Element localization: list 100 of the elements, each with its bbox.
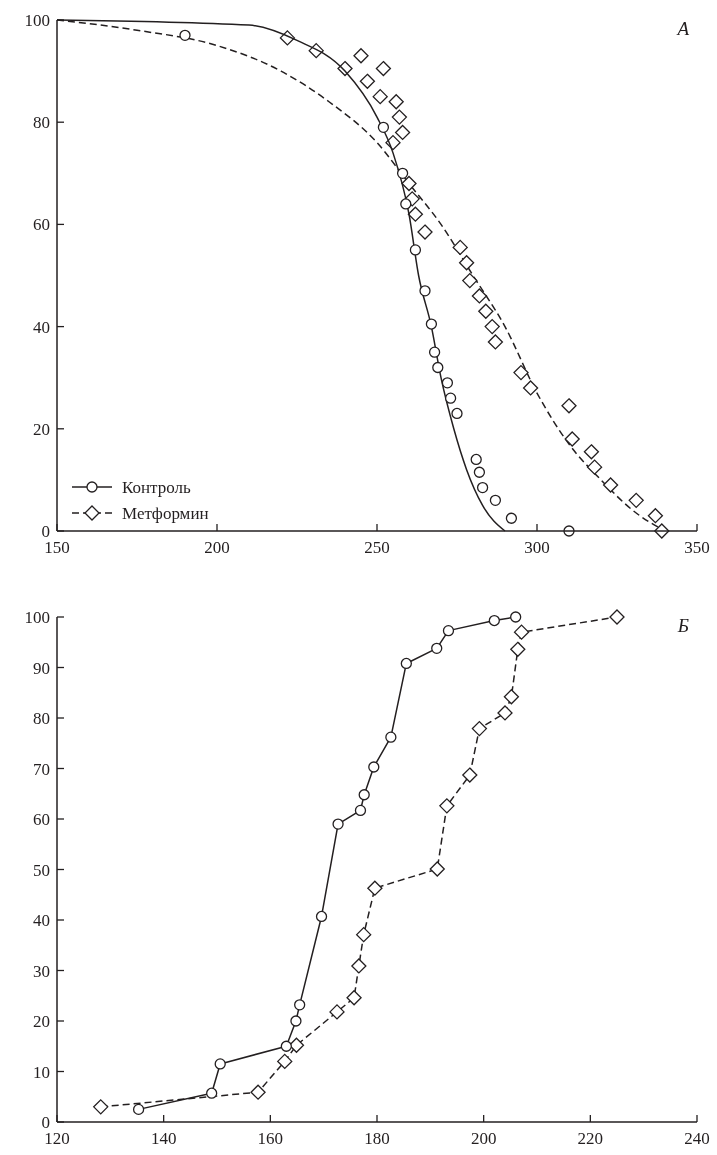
x-tick-label: 200	[204, 538, 230, 557]
y-tick-label: 40	[33, 911, 50, 930]
point	[372, 89, 388, 105]
x-tick-label: 250	[364, 538, 390, 557]
x-tick-label: 120	[44, 1129, 70, 1148]
point	[329, 1004, 345, 1020]
point	[471, 288, 488, 304]
chart-title: А	[675, 18, 690, 39]
point	[458, 255, 475, 271]
y-tick-label: 0	[41, 522, 50, 541]
point	[441, 377, 454, 389]
point	[487, 334, 504, 350]
point	[442, 624, 455, 637]
x-tick-label: 150	[44, 538, 70, 557]
point	[431, 642, 443, 654]
point	[452, 239, 468, 256]
y-tick-label: 0	[41, 1113, 50, 1132]
point	[425, 318, 438, 330]
legend-label: Контроль	[122, 478, 191, 497]
y-tick-label: 60	[33, 215, 50, 235]
legend-label: Метформин	[122, 504, 209, 523]
point	[428, 346, 441, 358]
point	[359, 73, 376, 89]
point	[489, 494, 502, 506]
point	[400, 657, 412, 670]
point	[354, 804, 367, 817]
y-tick-label: 100	[24, 608, 50, 627]
point	[93, 1099, 109, 1115]
point	[277, 1053, 293, 1070]
point	[280, 1040, 292, 1052]
point	[250, 1084, 266, 1100]
point	[564, 431, 580, 447]
point	[471, 720, 488, 737]
point	[473, 466, 486, 478]
point	[394, 124, 411, 141]
point	[417, 224, 433, 240]
y-tick-label: 60	[33, 810, 50, 829]
point	[561, 398, 577, 414]
x-tick-label: 160	[257, 1129, 284, 1148]
point	[401, 175, 417, 192]
point	[497, 705, 513, 721]
point	[179, 29, 191, 41]
point	[484, 318, 500, 335]
point	[429, 861, 445, 877]
y-tick-label: 80	[33, 709, 50, 728]
point	[462, 767, 478, 783]
y-tick-label: 20	[33, 1012, 50, 1031]
point	[409, 244, 422, 256]
point	[451, 407, 463, 420]
x-tick-label: 240	[684, 1129, 710, 1148]
point	[391, 109, 408, 125]
point	[513, 624, 530, 640]
point	[432, 361, 444, 374]
point	[132, 1103, 145, 1116]
point	[332, 818, 344, 830]
point	[513, 364, 529, 381]
point	[583, 444, 600, 460]
point	[290, 1015, 302, 1027]
point	[488, 614, 500, 627]
point	[214, 1058, 226, 1070]
y-tick-label: 40	[33, 317, 50, 337]
point	[478, 303, 494, 319]
point	[294, 999, 306, 1011]
point	[388, 94, 404, 110]
point	[586, 459, 603, 475]
point	[439, 798, 455, 814]
point	[647, 508, 664, 524]
point	[368, 761, 380, 773]
point	[522, 380, 539, 396]
x-tick-label: 300	[524, 538, 550, 557]
x-tick-label: 180	[364, 1129, 390, 1148]
point	[396, 167, 409, 179]
point	[470, 453, 482, 466]
x-tick-label: 220	[577, 1129, 604, 1148]
point	[353, 48, 369, 64]
point	[400, 198, 412, 210]
point	[377, 121, 390, 133]
point	[385, 731, 397, 743]
point	[503, 689, 520, 705]
y-tick-label: 70	[33, 759, 50, 779]
point	[367, 880, 383, 896]
y-tick-label: 20	[33, 419, 50, 439]
point	[476, 481, 489, 494]
y-tick-label: 90	[33, 658, 50, 678]
x-tick-label: 200	[470, 1129, 497, 1148]
point	[346, 990, 362, 1006]
x-tick-label: 140	[150, 1129, 177, 1148]
point	[375, 60, 392, 77]
point	[315, 910, 328, 923]
point	[628, 492, 644, 508]
chart-title: Б	[676, 615, 689, 636]
point	[510, 641, 526, 657]
point	[407, 206, 424, 222]
point	[356, 927, 372, 943]
point	[602, 477, 619, 493]
point	[609, 609, 625, 625]
point	[462, 272, 478, 289]
point	[351, 958, 367, 974]
y-tick-label: 50	[33, 860, 50, 880]
y-tick-label: 80	[33, 113, 50, 133]
